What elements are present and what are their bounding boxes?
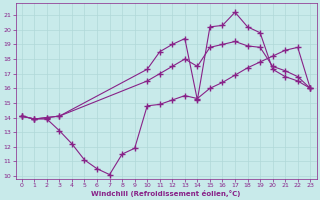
X-axis label: Windchill (Refroidissement éolien,°C): Windchill (Refroidissement éolien,°C): [91, 190, 241, 197]
